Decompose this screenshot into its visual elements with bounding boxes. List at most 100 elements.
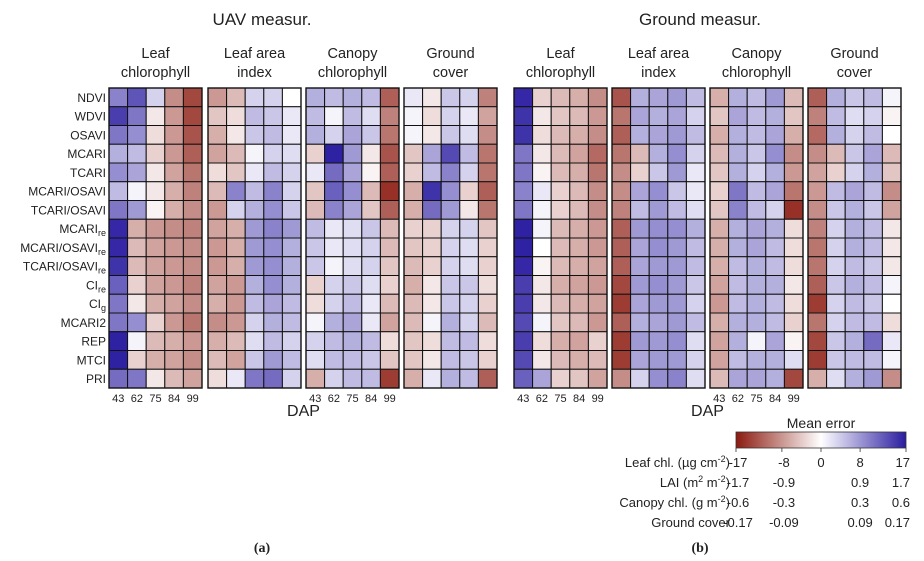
heatmap-cell (863, 218, 883, 239)
heatmap-cell (844, 181, 865, 201)
heatmap-cell (569, 256, 589, 276)
heatmap-cell (532, 312, 552, 333)
heatmap-cell (281, 237, 302, 258)
dap-tick-label: 75 (149, 393, 161, 405)
heatmap-cell (513, 181, 534, 201)
heatmap-cell (783, 162, 804, 183)
heatmap-cell (807, 87, 828, 108)
heatmap-cell (648, 181, 669, 201)
heatmap-cell (765, 181, 785, 201)
heatmap-cell (244, 350, 265, 370)
subpanel-leaf-area-index: Leaf area index (207, 46, 302, 389)
heatmap-cell (587, 87, 608, 108)
heatmap-cell (263, 237, 283, 258)
subpanel-title: Leaf area (628, 46, 690, 62)
heatmap-cell (324, 275, 344, 295)
heatmap-cell (863, 293, 883, 314)
heatmap-cell (379, 293, 400, 314)
heatmap-cell (569, 237, 589, 258)
heatmap-cell (324, 87, 344, 108)
panel-title: Ground measur. (639, 10, 761, 29)
heatmap-cell (145, 368, 166, 389)
heatmap-cell (667, 181, 687, 201)
heatmap-cell (422, 350, 442, 370)
heatmap-cell (182, 181, 203, 201)
heatmap-cell (709, 143, 730, 164)
heatmap-cell (263, 350, 283, 370)
heatmap-cell (630, 312, 650, 333)
heatmap-cell (145, 237, 166, 258)
legend-tick-label: -1.7 (727, 475, 749, 490)
heatmap-cell (108, 106, 129, 126)
heatmap-cell (145, 256, 166, 276)
heatmap-cell (477, 106, 498, 126)
heatmap-cell (709, 106, 730, 126)
heatmap-cell (630, 256, 650, 276)
heatmap-cell (361, 312, 381, 333)
heatmap-cell (685, 125, 706, 145)
heatmap-cell (281, 275, 302, 295)
heatmap-cell (807, 256, 828, 276)
heatmap-cell (709, 256, 730, 276)
heatmap-cell (403, 312, 424, 333)
heatmap-cell (611, 368, 632, 389)
heatmap-cell (108, 162, 129, 183)
heatmap-cell (459, 368, 479, 389)
heatmap-cell (459, 331, 479, 351)
heatmap-cell (182, 143, 203, 164)
heatmap-cell (422, 368, 442, 389)
dap-tick-label: 62 (732, 393, 744, 405)
heatmap-cell (569, 200, 589, 220)
heatmap-cell (226, 200, 246, 220)
heatmap-cell (207, 162, 228, 183)
heatmap-cell (569, 218, 589, 239)
heatmap-cell (783, 368, 804, 389)
heatmap-cell (164, 181, 184, 201)
heatmap-cell (667, 200, 687, 220)
heatmap-cell (281, 350, 302, 370)
heatmap-cell (182, 106, 203, 126)
heatmap-cell (630, 368, 650, 389)
heatmap-cell (127, 256, 147, 276)
heatmap-cell (108, 293, 129, 314)
heatmap-cell (826, 181, 846, 201)
heatmap-cell (145, 350, 166, 370)
index-label: NDVI (77, 91, 106, 105)
heatmap-cell (342, 200, 363, 220)
heatmap-cell (207, 312, 228, 333)
heatmap-cell (630, 218, 650, 239)
heatmap-cell (379, 350, 400, 370)
subpanel-title: cover (433, 65, 469, 81)
heatmap-cell (263, 143, 283, 164)
heatmap-cell (145, 312, 166, 333)
heatmap-cell (226, 181, 246, 201)
heatmap-cell (108, 181, 129, 201)
heatmap-cell (746, 256, 767, 276)
heatmap-cell (783, 125, 804, 145)
heatmap-cell (226, 368, 246, 389)
heatmap-cell (709, 218, 730, 239)
heatmap-cell (164, 162, 184, 183)
index-label: TCARI/OSAVI (31, 203, 106, 217)
heatmap-cell (783, 331, 804, 351)
heatmap-cell (324, 368, 344, 389)
subpanel-canopy-chlorophyll: Canopy chlorophyll 43 62 75 84 99 (305, 46, 400, 405)
heatmap-cell (127, 87, 147, 108)
legend-row-label: LAI (m2 m-2) (660, 474, 730, 490)
heatmap-cell (844, 293, 865, 314)
heatmap-cell (207, 200, 228, 220)
heatmap-cell (630, 350, 650, 370)
heatmap-cell (263, 368, 283, 389)
heatmap-cell (630, 275, 650, 295)
heatmap-cell (667, 368, 687, 389)
heatmap-cell (127, 181, 147, 201)
heatmap-cell (550, 218, 571, 239)
heatmap-cell (532, 143, 552, 164)
heatmap-cell (324, 181, 344, 201)
heatmap-cell (145, 275, 166, 295)
heatmap-cell (550, 350, 571, 370)
heatmap-cell (863, 275, 883, 295)
dap-tick-label: 99 (384, 393, 396, 405)
heatmap-cell (342, 350, 363, 370)
